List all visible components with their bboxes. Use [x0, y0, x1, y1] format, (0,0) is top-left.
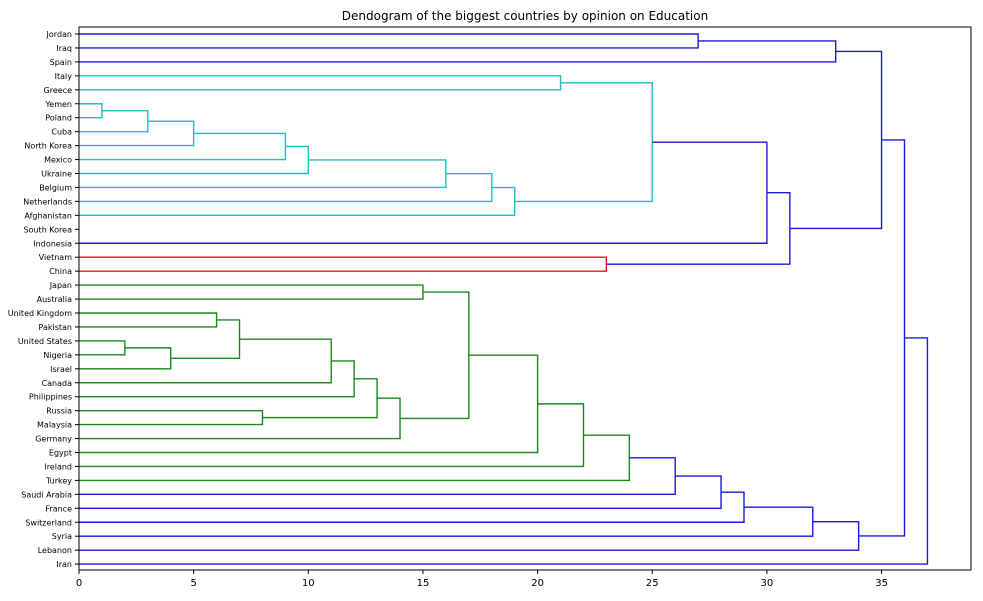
dendrogram-link: [79, 409, 264, 426]
leaf-label: Philippines: [29, 393, 72, 402]
x-axis: 0 5 10 15 20 25 30 35: [76, 570, 888, 589]
leaf-label: Yemen: [44, 100, 72, 109]
x-tick-label: 25: [646, 578, 659, 589]
leaf-label: South Korea: [24, 225, 73, 234]
leaf-label: Russia: [46, 407, 72, 416]
dendrogram-link: [79, 141, 768, 244]
leaf-label: Australia: [37, 295, 72, 304]
leaf-label: Greece: [44, 86, 73, 95]
leaf-label: United States: [18, 337, 72, 346]
leaf-label: Canada: [42, 379, 73, 388]
leaf-label: North Korea: [24, 142, 72, 151]
dendrogram-link: [79, 186, 516, 217]
dendrogram-link: [79, 434, 631, 482]
leaf-label: Iran: [56, 560, 72, 569]
dendrogram-link: [79, 75, 562, 91]
leaf-label: Lebanon: [38, 546, 72, 555]
leaf-label: Poland: [45, 114, 72, 123]
dendrogram-link: [79, 491, 745, 523]
leaf-label: Israel: [50, 365, 72, 374]
dendrogram-links: [79, 33, 929, 565]
leaf-label: Cuba: [51, 128, 72, 137]
dendrogram-link: [789, 50, 883, 230]
leaf-label: Saudi Arabia: [21, 490, 72, 499]
dendrogram-link: [79, 457, 676, 496]
chart-title: Dendogram of the biggest countries by op…: [342, 9, 708, 23]
leaf-label: United Kingdom: [8, 309, 72, 318]
dendrogram-link: [79, 40, 837, 63]
plot-frame: [78, 26, 972, 571]
dendrogram-link: [79, 338, 332, 384]
leaf-label: Syria: [52, 532, 72, 541]
leaf-label: Vietnam: [39, 253, 73, 262]
leaf-label: Pakistan: [39, 323, 73, 332]
leaf-label: Japan: [49, 281, 72, 290]
dendrogram-link: [79, 120, 195, 147]
leaf-label: Italy: [55, 72, 73, 81]
dendrogram-link: [79, 521, 860, 551]
leaf-label: Malaysia: [37, 421, 72, 430]
leaf-label: Ireland: [44, 462, 72, 471]
dendrogram-link: [79, 132, 287, 161]
dendrogram-link: [79, 110, 149, 133]
dendrogram-link: [79, 312, 218, 328]
leaf-label: Germany: [35, 435, 72, 444]
dendrogram-link: [79, 256, 608, 272]
dendrogram-link: [79, 284, 424, 300]
x-tick-label: 30: [761, 578, 774, 589]
dendrogram-link: [858, 139, 906, 537]
dendrogram-link: [400, 291, 470, 420]
dendrogram-link: [79, 347, 172, 370]
leaf-label: China: [49, 267, 72, 276]
dendrogram-link: [79, 340, 126, 356]
leaf-label: Mexico: [44, 156, 72, 165]
leaf-labels: Jordan Iraq Spain Italy Greece Yemen Poland Cub…: [8, 30, 79, 569]
dendrogram-link: [79, 403, 585, 468]
x-tick-label: 5: [190, 578, 196, 589]
dendrogram-link: [79, 397, 401, 440]
dendrogram-link: [262, 378, 378, 419]
dendrogram-link: [79, 159, 447, 189]
leaf-label: Switzerland: [25, 518, 72, 527]
leaf-label: Ukraine: [41, 170, 72, 179]
x-tick-label: 0: [76, 578, 82, 589]
x-tick-label: 35: [875, 578, 888, 589]
x-tick-label: 10: [302, 578, 315, 589]
leaf-label: Indonesia: [33, 239, 72, 248]
leaf-label: Afghanistan: [24, 211, 72, 220]
leaf-label: Egypt: [49, 449, 72, 458]
dendrogram-link: [79, 337, 929, 565]
dendrogram-link: [79, 103, 103, 119]
leaf-label: Belgium: [39, 183, 72, 192]
dendrogram-link: [606, 191, 791, 265]
leaf-label: Iraq: [56, 44, 72, 53]
dendrogram-link: [170, 319, 241, 360]
dendrogram-link: [514, 82, 653, 203]
leaf-label: France: [45, 504, 72, 513]
dendrogram-link: [79, 33, 699, 49]
leaf-label: Turkey: [45, 476, 72, 485]
leaf-label: Netherlands: [23, 197, 72, 206]
leaf-label: Jordan: [46, 30, 72, 39]
leaf-label: Spain: [50, 58, 72, 67]
x-tick-label: 15: [417, 578, 430, 589]
x-tick-label: 20: [531, 578, 544, 589]
dendrogram-link: [79, 360, 355, 398]
leaf-label: Nigeria: [43, 351, 72, 360]
